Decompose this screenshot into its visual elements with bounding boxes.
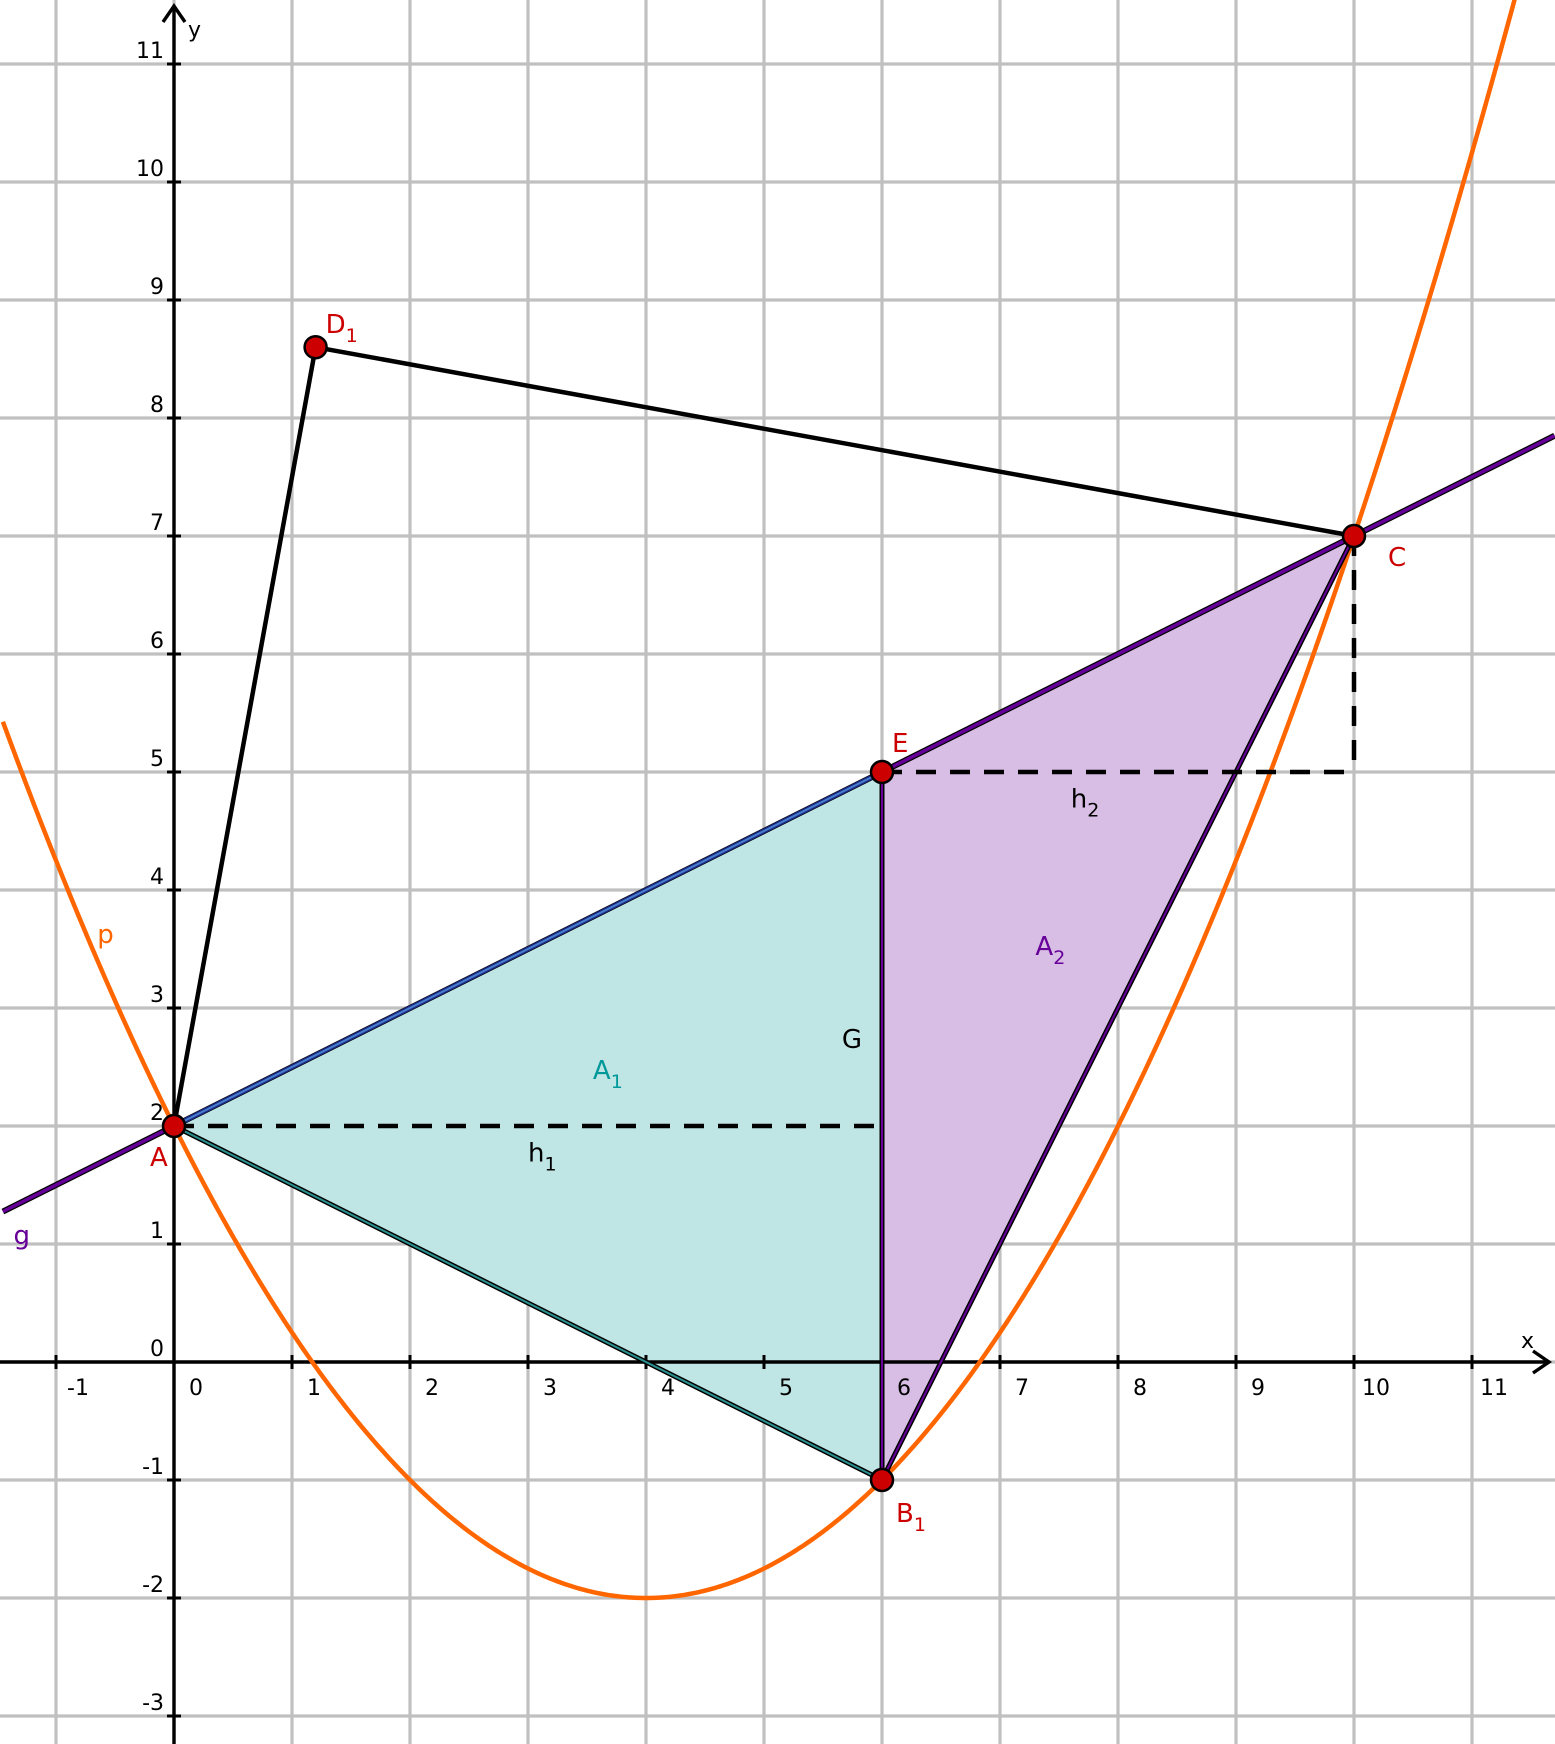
segment-A-D1 xyxy=(171,346,318,1127)
line-g-label: g xyxy=(14,1221,31,1251)
parabola-p xyxy=(0,0,1517,1601)
segment-D1-C xyxy=(315,344,1355,539)
x-tick-label: 8 xyxy=(1133,1376,1147,1401)
y-axis-arrow-icon xyxy=(161,2,187,23)
y-tick-label: 8 xyxy=(150,393,164,418)
y-tick-label: 3 xyxy=(150,983,164,1008)
x-tick-label: 6 xyxy=(897,1376,911,1401)
y-tick-label: 7 xyxy=(150,511,164,536)
point-D1 xyxy=(303,334,328,360)
region-A2-label-sub: 2 xyxy=(1053,947,1065,969)
point-A xyxy=(161,1113,187,1139)
point-label-A: A xyxy=(150,1143,168,1173)
region-A1-label: A1 xyxy=(593,1056,623,1093)
points xyxy=(161,334,1367,1493)
y-tick-label: 1 xyxy=(150,1219,164,1244)
x-axis-name: x xyxy=(1521,1329,1534,1354)
y-tick-label: 10 xyxy=(136,157,164,182)
y-tick-label: 6 xyxy=(150,629,164,654)
height-h1-label-main: h xyxy=(528,1138,544,1168)
point-label-D1: D1 xyxy=(326,310,358,347)
y-tick-label: -2 xyxy=(142,1573,164,1598)
region-A1-label-main: A xyxy=(593,1056,611,1086)
x-tick-label: 5 xyxy=(779,1376,793,1401)
y-axis-name: y xyxy=(188,18,201,43)
x-tick-label: 2 xyxy=(425,1376,439,1401)
point-label-E: E xyxy=(892,729,908,759)
y-tick-label: 2 xyxy=(150,1101,164,1126)
height-h2-label-main: h xyxy=(1071,784,1087,814)
height-h2-label: h2 xyxy=(1071,784,1100,821)
x-tick-label: 7 xyxy=(1015,1376,1029,1401)
region-A1-label-sub: 1 xyxy=(611,1071,623,1093)
x-tick-label: 0 xyxy=(189,1376,203,1401)
height-h1-label-sub: 1 xyxy=(544,1153,556,1175)
x-axis-arrow-icon xyxy=(1532,1349,1553,1375)
x-tick-label: 9 xyxy=(1251,1376,1265,1401)
x-tick-label: 4 xyxy=(661,1376,675,1401)
y-tick-label: 4 xyxy=(150,865,164,890)
point-labels: A B1 C D1 E xyxy=(150,310,1406,1536)
segment-A-E xyxy=(173,771,883,1127)
x-tick-label: 1 xyxy=(307,1376,321,1401)
region-A2-label: A2 xyxy=(1035,932,1065,969)
x-tick-label: 11 xyxy=(1480,1376,1508,1401)
segment-G-label: G xyxy=(842,1025,862,1055)
height-h1-label: h1 xyxy=(528,1138,557,1175)
point-C xyxy=(1341,523,1367,549)
y-tick-label: 9 xyxy=(150,275,164,300)
y-tick-label: 0 xyxy=(150,1337,164,1362)
segment-A-B1 xyxy=(173,1125,883,1481)
y-tick-label: -3 xyxy=(142,1691,164,1716)
point-label-C: C xyxy=(1388,543,1406,573)
x-tick-label: 10 xyxy=(1362,1376,1390,1401)
y-tick-label: 11 xyxy=(136,39,164,64)
height-h2-label-sub: 2 xyxy=(1087,799,1099,821)
point-label-B1: B1 xyxy=(896,1499,926,1536)
point-E xyxy=(869,759,895,785)
y-tick-label: -1 xyxy=(142,1455,164,1480)
x-tick-label: -1 xyxy=(67,1376,89,1401)
region-A2-label-main: A xyxy=(1035,932,1053,962)
x-tick-label: 3 xyxy=(543,1376,557,1401)
y-tick-label: 5 xyxy=(150,747,164,772)
parabola-p-label: p xyxy=(97,920,114,950)
point-B1 xyxy=(869,1467,895,1493)
segment-B1-C xyxy=(881,535,1355,1481)
